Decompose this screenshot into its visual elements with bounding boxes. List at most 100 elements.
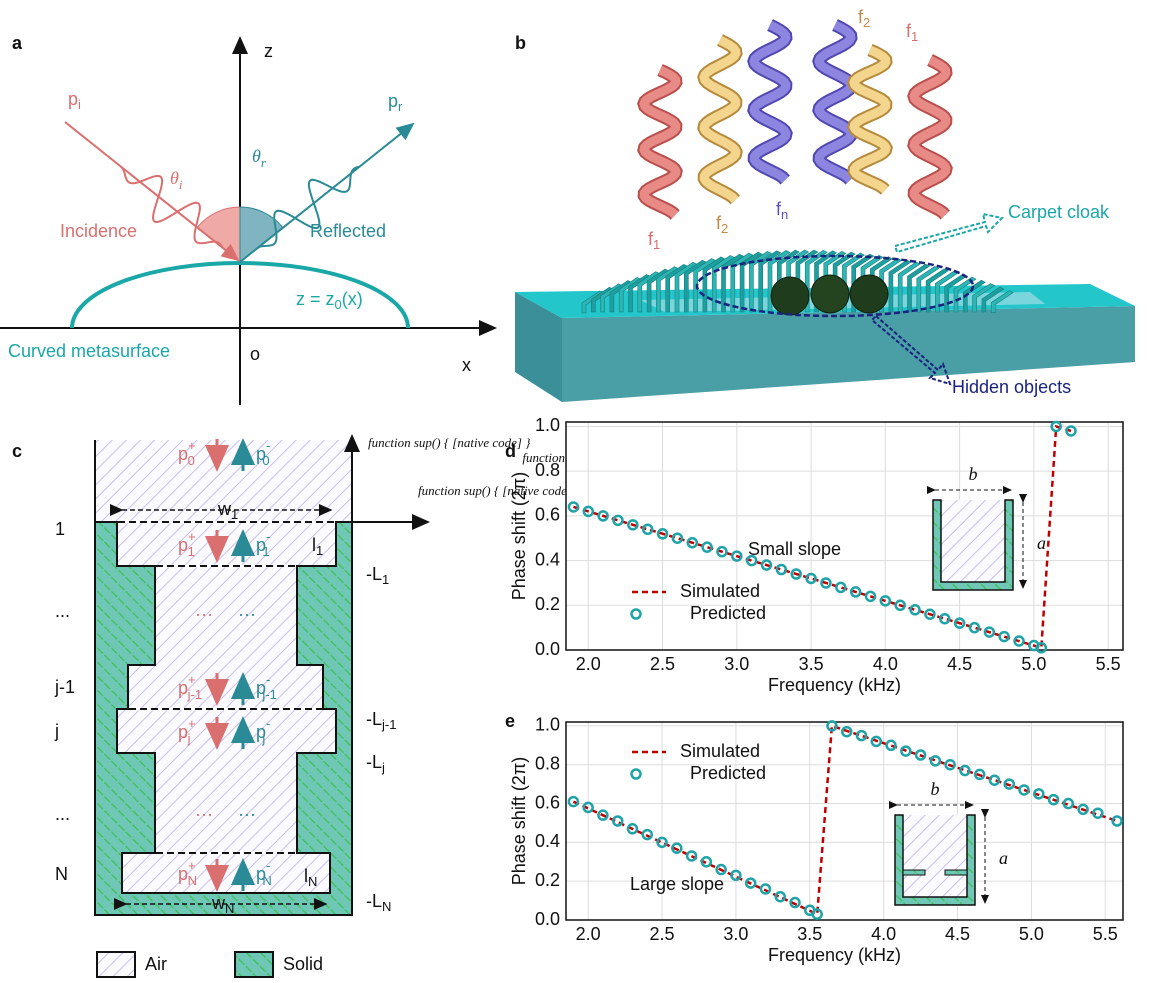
object-arrow xyxy=(870,314,952,386)
data-point xyxy=(929,755,942,767)
wave-label: Reflected xyxy=(310,221,386,241)
label-sub: N xyxy=(188,873,197,888)
data-point xyxy=(1003,778,1015,790)
label-sub: N xyxy=(262,873,271,888)
data-point xyxy=(656,836,668,849)
data-point xyxy=(879,595,892,607)
label: -Lj-1 xyxy=(366,709,396,733)
label-text: p xyxy=(388,91,398,111)
label: pr xyxy=(388,91,403,115)
label-sub: N xyxy=(382,899,391,914)
surface-label: Curved metasurface xyxy=(8,341,170,361)
data-point xyxy=(973,768,986,781)
label-text: p xyxy=(178,444,188,464)
layer-label: j xyxy=(54,721,59,741)
legend-label: Predicted xyxy=(690,603,766,623)
layer-label: ... xyxy=(55,601,70,621)
label: p-j-1 xyxy=(256,672,277,702)
data-point xyxy=(811,908,823,920)
x-axis-title: Frequency (kHz) xyxy=(768,675,901,695)
data-point xyxy=(789,896,801,909)
inset-air xyxy=(895,815,975,905)
label-text: p xyxy=(178,678,188,698)
x-tick-label: 5.0 xyxy=(1021,654,1046,674)
label-sub: 2 xyxy=(863,15,870,30)
data-point xyxy=(939,612,951,625)
label-sub: 1 xyxy=(911,29,918,44)
label-sub: 1 xyxy=(188,544,195,559)
metasurface xyxy=(70,261,410,329)
label-sub: i xyxy=(179,177,183,192)
label-sub: j-1 xyxy=(187,687,202,702)
ribbon xyxy=(699,35,741,204)
label-sub: 1 xyxy=(382,572,389,587)
inset-label: a xyxy=(999,848,1008,868)
label-text: w xyxy=(211,893,226,913)
y-tick-label: 0.8 xyxy=(535,753,560,773)
label-sub: 1 xyxy=(262,544,269,559)
label-sup: - xyxy=(266,672,270,687)
data-point xyxy=(944,758,956,771)
data-point xyxy=(567,501,580,513)
objects-label: Hidden objects xyxy=(952,377,1071,397)
y-axis-title: Phase shift (2π) xyxy=(509,757,529,885)
label: lN xyxy=(304,866,317,890)
y-tick-label: 0.2 xyxy=(535,594,560,614)
data-point xyxy=(759,883,772,895)
label-text: f xyxy=(648,229,654,249)
waves xyxy=(637,19,953,220)
label: θr xyxy=(252,146,267,170)
ribbon xyxy=(639,65,681,219)
data-point xyxy=(641,523,654,536)
x-tick-label: 5.5 xyxy=(1093,924,1118,944)
label: fn xyxy=(776,199,788,223)
data-point xyxy=(641,828,654,841)
label: θi xyxy=(170,168,183,192)
label-sub: j xyxy=(187,731,191,746)
label: z = z0(x) xyxy=(296,289,363,313)
y-tick-label: 0.6 xyxy=(535,505,560,525)
label-sup: - xyxy=(266,438,270,453)
label-text: p xyxy=(178,722,188,742)
label-sub: N xyxy=(225,901,234,916)
data-point xyxy=(715,863,727,876)
x-tick-label: 3.0 xyxy=(724,654,749,674)
y-tick-label: 0.8 xyxy=(535,460,560,480)
incident-ray xyxy=(64,121,240,262)
label: p+ 0 xyxy=(178,438,196,468)
data-point xyxy=(826,720,838,732)
legend-label: Solid xyxy=(283,954,323,974)
data-point xyxy=(894,599,906,612)
x-tick-label: 4.5 xyxy=(947,654,972,674)
incident-angle xyxy=(196,206,241,264)
wave xyxy=(256,165,360,249)
label-text: l xyxy=(304,866,308,886)
data-point xyxy=(671,842,683,854)
panel-label: e xyxy=(505,711,515,731)
data-point xyxy=(1077,803,1089,816)
y-tick-label: 0.0 xyxy=(535,639,560,659)
label-sub: r xyxy=(261,155,267,170)
label-sup: + xyxy=(188,672,196,687)
label: p+ N xyxy=(178,858,197,888)
data-point xyxy=(790,568,802,580)
ribbon xyxy=(849,45,891,194)
label: l1 xyxy=(312,535,323,559)
data-point xyxy=(582,505,595,518)
rib xyxy=(990,290,1014,313)
legend-label: Predicted xyxy=(690,763,766,783)
data-point xyxy=(855,729,868,742)
label-text: -L xyxy=(366,709,382,729)
data-point xyxy=(870,735,883,748)
x-axis-title: Frequency (kHz) xyxy=(768,945,901,965)
label-text: p xyxy=(178,535,188,555)
label-sub: n xyxy=(781,207,788,222)
data-point xyxy=(835,581,847,594)
data-point xyxy=(1013,635,1025,647)
label: p+ 1 xyxy=(178,529,196,559)
x-tick-label: 3.5 xyxy=(797,924,822,944)
data-point xyxy=(685,850,698,862)
data-point xyxy=(885,739,897,752)
legend-label: Air xyxy=(145,954,167,974)
